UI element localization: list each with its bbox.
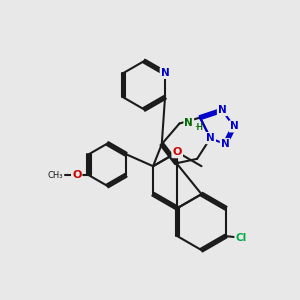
Text: N: N: [206, 133, 215, 143]
Text: Cl: Cl: [236, 232, 247, 243]
Text: Cl: Cl: [236, 232, 247, 243]
Text: ·H: ·H: [194, 123, 203, 132]
Text: O: O: [172, 147, 182, 157]
Text: N: N: [184, 118, 193, 128]
Text: N: N: [218, 105, 226, 115]
Text: N: N: [160, 68, 169, 78]
Text: O: O: [72, 170, 81, 180]
Text: CH₃: CH₃: [48, 171, 63, 180]
Text: N: N: [221, 139, 230, 149]
Text: N: N: [218, 105, 226, 115]
Text: CH₃: CH₃: [48, 171, 63, 180]
Text: N: N: [206, 133, 215, 143]
Text: O: O: [72, 170, 81, 180]
Text: N: N: [206, 133, 215, 143]
Text: N: N: [221, 139, 230, 149]
Text: N: N: [160, 68, 169, 78]
Text: N: N: [206, 133, 215, 143]
Text: O: O: [172, 147, 182, 157]
Text: ·H: ·H: [194, 123, 203, 132]
Text: O: O: [172, 147, 182, 157]
Text: N: N: [230, 122, 238, 131]
Text: N: N: [184, 118, 193, 128]
Text: N: N: [230, 122, 238, 131]
